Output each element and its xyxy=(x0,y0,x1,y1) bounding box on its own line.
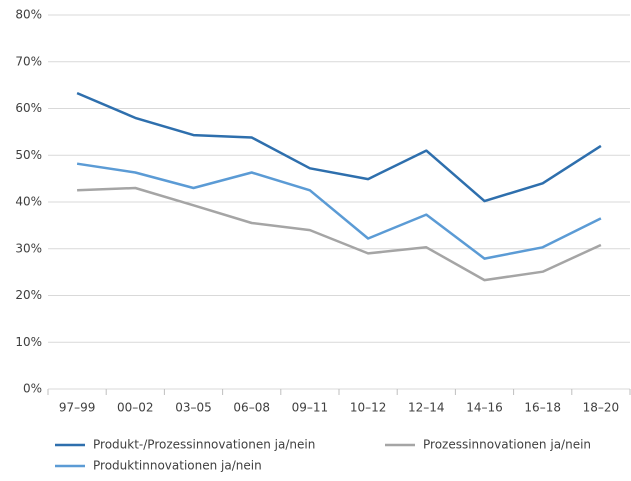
legend-label: Produktinnovationen ja/nein xyxy=(93,459,262,473)
series-line xyxy=(77,186,602,282)
series-line xyxy=(76,162,602,260)
y-tick-label: 40% xyxy=(15,195,42,209)
y-tick-label: 0% xyxy=(23,382,42,396)
legend-label: Prozessinnovationen ja/nein xyxy=(423,438,591,452)
x-tick-label: 00–02 xyxy=(117,401,154,415)
y-tick-label: 20% xyxy=(15,288,42,302)
x-tick-label: 16–18 xyxy=(524,401,561,415)
y-tick-label: 10% xyxy=(15,335,42,349)
legend-label: Produkt-/Prozessinnovationen ja/nein xyxy=(93,438,315,452)
x-tick-label: 97–99 xyxy=(59,401,96,415)
y-tick-label: 50% xyxy=(15,148,42,162)
y-tick-label: 60% xyxy=(15,101,42,115)
x-tick-label: 18–20 xyxy=(583,401,620,415)
y-tick-label: 30% xyxy=(15,241,42,255)
x-tick-label: 03–05 xyxy=(175,401,212,415)
y-tick-label: 80% xyxy=(15,8,42,22)
x-tick-label: 14–16 xyxy=(466,401,503,415)
x-tick-label: 10–12 xyxy=(350,401,387,415)
x-tick-label: 06–08 xyxy=(233,401,270,415)
x-tick-label: 09–11 xyxy=(292,401,329,415)
y-tick-label: 70% xyxy=(15,54,42,68)
series-line xyxy=(76,91,602,203)
x-tick-label: 12–14 xyxy=(408,401,445,415)
